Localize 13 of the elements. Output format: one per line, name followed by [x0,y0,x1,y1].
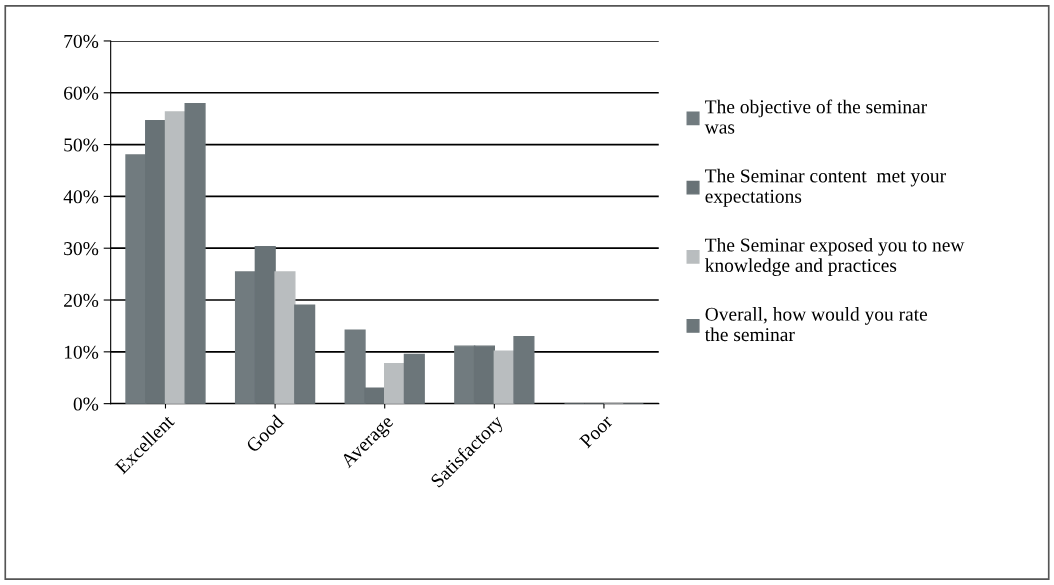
y-tick-label: 40% [63,190,99,204]
legend-label: The Seminar content met your expectations [705,168,946,207]
y-tick-label: 70% [64,34,99,48]
legend-label: The objective of the seminar was [704,99,927,134]
y-tick-label: 60% [64,86,99,100]
legend-label: Overall, how would you rate the seminar [704,307,928,342]
y-tick-label: 10% [64,345,99,359]
legend-label: The Seminar exposed you to new knowledge and practices [705,237,965,276]
y-tick-label: 20% [64,293,99,308]
y-tick-label: 30% [64,242,99,256]
y-tick-label: 0% [73,397,99,411]
x-tick-label: Poor [578,414,614,449]
y-tick-label: 50% [64,138,99,152]
